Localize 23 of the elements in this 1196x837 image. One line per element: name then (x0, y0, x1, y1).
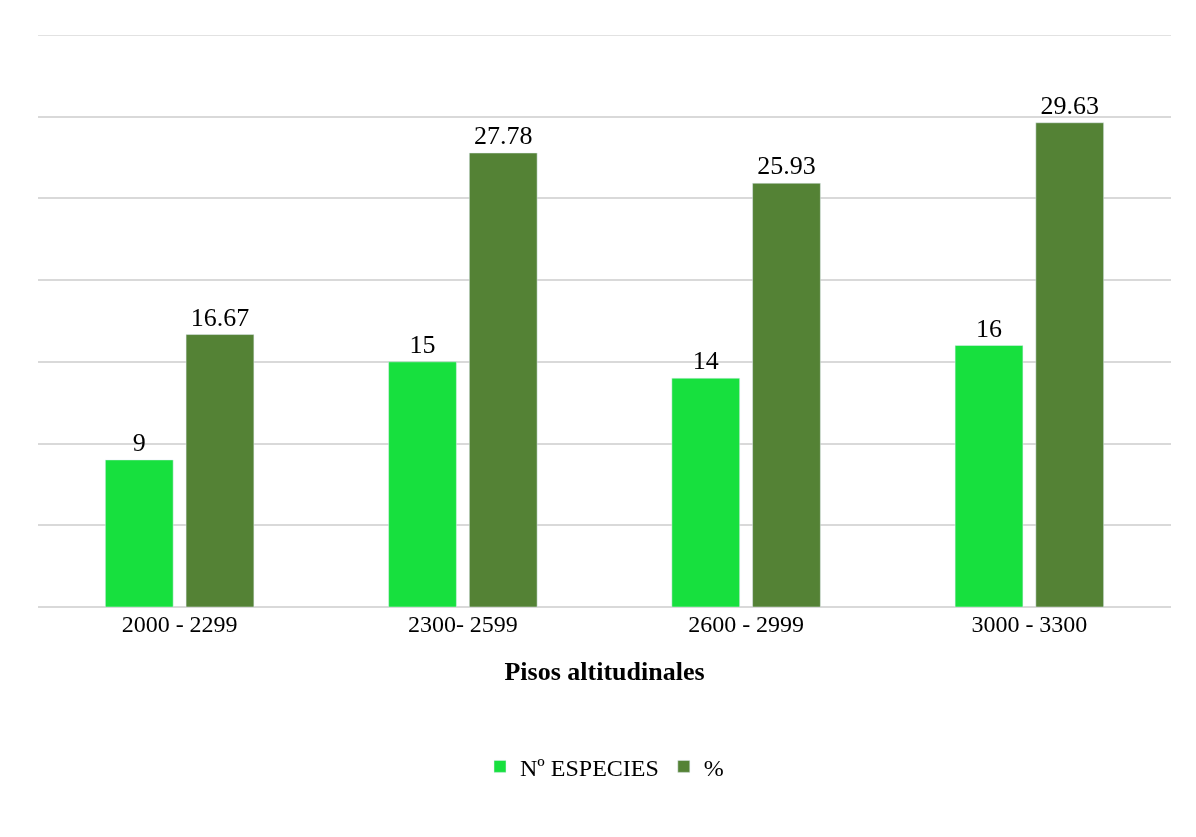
x-tick-label: 2600 - 2999 (688, 611, 805, 637)
bar (671, 377, 740, 607)
bar (388, 361, 457, 607)
data-label: 25.93 (757, 151, 816, 181)
data-label: 16 (976, 313, 1003, 343)
bar (185, 334, 255, 607)
bar (105, 459, 174, 607)
bar (954, 345, 1024, 607)
data-label: 29.63 (1040, 90, 1099, 120)
data-label: 15 (409, 329, 436, 359)
bar (752, 182, 821, 607)
x-tick-label: 2300- 2599 (407, 611, 518, 637)
legend-label: % (703, 754, 724, 781)
x-axis-title: Pisos altitudinales (504, 656, 705, 686)
bar (1035, 122, 1104, 607)
data-label: 9 (132, 427, 146, 457)
x-tick-label: 3000 - 3300 (971, 611, 1088, 637)
data-label: 16.67 (190, 302, 250, 332)
legend-label: Nº ESPECIES (520, 754, 659, 781)
data-label: 14 (692, 346, 719, 376)
data-label: 27.78 (473, 121, 533, 150)
bar (469, 152, 538, 607)
x-tick-label: 2000 - 2299 (121, 611, 238, 637)
